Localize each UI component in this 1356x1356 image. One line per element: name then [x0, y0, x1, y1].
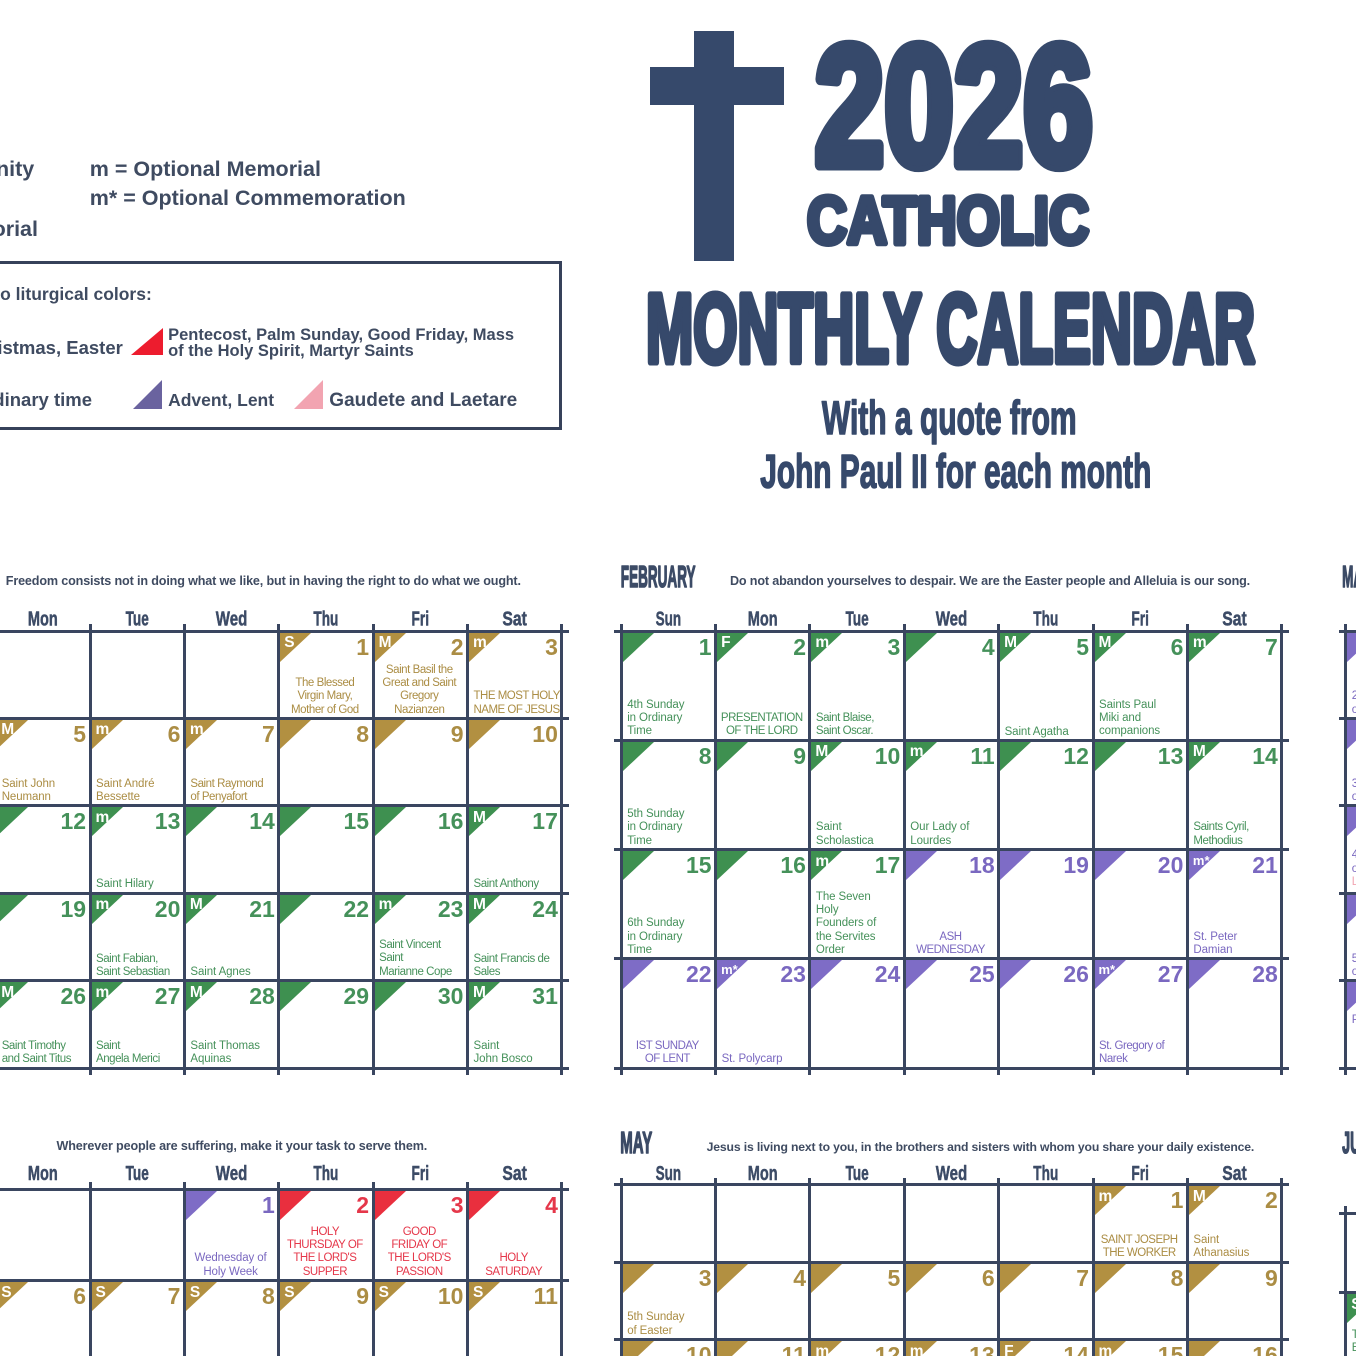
svg-text:Wed: Wed	[216, 1162, 248, 1185]
svg-text:John Paul II for each month: John Paul II for each month	[760, 444, 1151, 497]
svg-text:MONTHLY CALENDAR: MONTHLY CALENDAR	[646, 274, 1255, 383]
svg-text:CATHOLIC: CATHOLIC	[807, 185, 1089, 259]
svg-text:Sat: Sat	[502, 1162, 527, 1185]
svg-text:Tue: Tue	[126, 1162, 149, 1185]
svg-text:2026: 2026	[815, 12, 1093, 202]
svg-text:Sun: Sun	[656, 1162, 682, 1185]
svg-text:Mon: Mon	[28, 1162, 58, 1185]
svg-text:Tue: Tue	[846, 607, 869, 630]
svg-text:Mon: Mon	[28, 607, 58, 630]
svg-text:Sun: Sun	[656, 607, 682, 630]
svg-text:Wed: Wed	[936, 1162, 968, 1185]
svg-text:Fri: Fri	[412, 607, 430, 630]
svg-text:Thu: Thu	[1033, 607, 1058, 630]
svg-text:Fri: Fri	[1131, 607, 1149, 630]
svg-text:Sat: Sat	[1222, 607, 1247, 630]
svg-text:Fri: Fri	[412, 1162, 430, 1185]
svg-text:MARCH: MARCH	[1342, 560, 1356, 594]
svg-text:Tue: Tue	[846, 1162, 869, 1185]
svg-text:Wed: Wed	[936, 607, 968, 630]
svg-text:Thu: Thu	[313, 607, 338, 630]
svg-text:Thu: Thu	[313, 1162, 338, 1185]
svg-text:JUNE: JUNE	[1342, 1126, 1356, 1160]
svg-text:Fri: Fri	[1131, 1162, 1149, 1185]
svg-text:Tue: Tue	[126, 607, 149, 630]
svg-text:Thu: Thu	[1033, 1162, 1058, 1185]
svg-text:With a quote from: With a quote from	[822, 391, 1077, 444]
svg-text:Mon: Mon	[748, 1162, 778, 1185]
svg-text:Sat: Sat	[1222, 1162, 1247, 1185]
svg-text:Mon: Mon	[748, 607, 778, 630]
svg-text:Wed: Wed	[216, 607, 248, 630]
svg-text:Sat: Sat	[502, 607, 527, 630]
